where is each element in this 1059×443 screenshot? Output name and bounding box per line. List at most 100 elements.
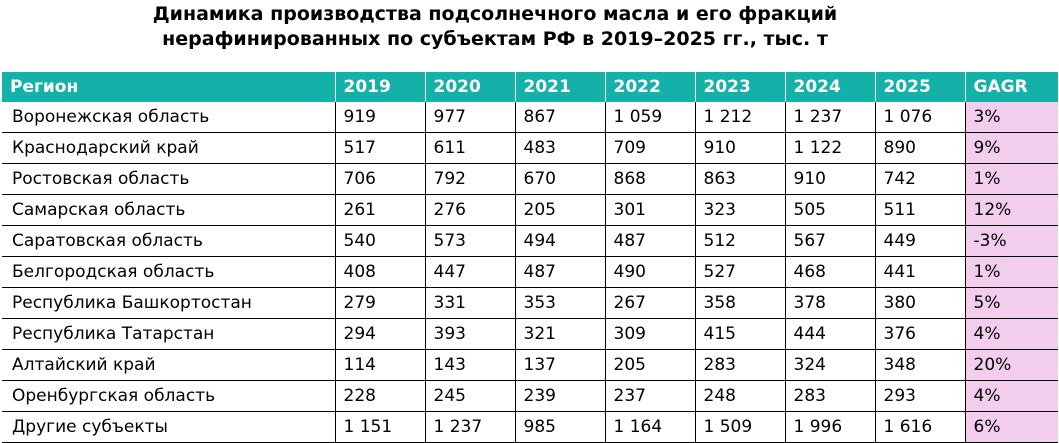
value-cell-2020: 393 — [425, 318, 516, 350]
value-cell-2024: 1 122 — [785, 132, 876, 164]
value-cell-2020: 611 — [425, 132, 516, 164]
value-cell-2025: 511 — [875, 194, 966, 226]
value-cell-2019: 408 — [335, 256, 426, 288]
value-cell-2023: 283 — [695, 349, 786, 381]
column-header-2025: 2025 — [875, 72, 966, 102]
value-cell-2020: 977 — [425, 102, 516, 133]
region-cell: Другие субъекты — [2, 411, 336, 443]
table-row: Оренбургская область 228 245 239 237 248 283 29… — [2, 380, 1058, 412]
value-cell-2019: 517 — [335, 132, 426, 164]
value-cell-2021: 353 — [515, 287, 606, 319]
table-body: Воронежская область 919 977 867 1 059 1 212 1 … — [2, 102, 1058, 443]
column-header-2023: 2023 — [695, 72, 786, 102]
gagr-cell: 1% — [965, 256, 1058, 288]
value-cell-2019: 540 — [335, 225, 426, 257]
table-row: Белгородская область 408 447 487 490 527 468 44… — [2, 256, 1058, 288]
value-cell-2020: 331 — [425, 287, 516, 319]
gagr-cell: 3% — [965, 102, 1058, 133]
gagr-cell: 12% — [965, 194, 1058, 226]
value-cell-2022: 237 — [605, 380, 696, 412]
value-cell-2021: 494 — [515, 225, 606, 257]
table-row: Алтайский край 114 143 137 205 283 324 348 20% — [2, 349, 1058, 381]
region-cell: Ростовская область — [2, 163, 336, 195]
value-cell-2024: 505 — [785, 194, 876, 226]
value-cell-2023: 323 — [695, 194, 786, 226]
value-cell-2025: 380 — [875, 287, 966, 319]
value-cell-2019: 114 — [335, 349, 426, 381]
table-header-row: Регион 2019 2020 2021 2022 2023 2024 2025 GAGR — [2, 72, 1058, 102]
value-cell-2024: 444 — [785, 318, 876, 350]
value-cell-2022: 709 — [605, 132, 696, 164]
data-table: Регион 2019 2020 2021 2022 2023 2024 2025 GAGR В… — [2, 72, 1058, 443]
value-cell-2021: 321 — [515, 318, 606, 350]
region-cell: Алтайский край — [2, 349, 336, 381]
region-cell: Белгородская область — [2, 256, 336, 288]
value-cell-2020: 447 — [425, 256, 516, 288]
value-cell-2024: 1 996 — [785, 411, 876, 443]
value-cell-2021: 239 — [515, 380, 606, 412]
gagr-cell: 6% — [965, 411, 1058, 443]
value-cell-2024: 468 — [785, 256, 876, 288]
chart-title-block: Динамика производства подсолнечного масл… — [0, 2, 990, 52]
value-cell-2021: 867 — [515, 102, 606, 133]
table-row: Самарская область 261 276 205 301 323 505 511 12… — [2, 194, 1058, 226]
region-cell: Самарская область — [2, 194, 336, 226]
region-cell: Воронежская область — [2, 102, 336, 133]
value-cell-2023: 1 509 — [695, 411, 786, 443]
value-cell-2024: 567 — [785, 225, 876, 257]
value-cell-2024: 910 — [785, 163, 876, 195]
value-cell-2020: 1 237 — [425, 411, 516, 443]
value-cell-2022: 490 — [605, 256, 696, 288]
gagr-cell: 20% — [965, 349, 1058, 381]
column-header-2021: 2021 — [515, 72, 606, 102]
value-cell-2023: 910 — [695, 132, 786, 164]
value-cell-2025: 348 — [875, 349, 966, 381]
value-cell-2019: 294 — [335, 318, 426, 350]
value-cell-2022: 205 — [605, 349, 696, 381]
value-cell-2019: 1 151 — [335, 411, 426, 443]
value-cell-2022: 309 — [605, 318, 696, 350]
table-row: Саратовская область 540 573 494 487 512 567 449… — [2, 225, 1058, 257]
value-cell-2021: 205 — [515, 194, 606, 226]
value-cell-2023: 527 — [695, 256, 786, 288]
value-cell-2025: 1 616 — [875, 411, 966, 443]
value-cell-2022: 1 059 — [605, 102, 696, 133]
column-header-2022: 2022 — [605, 72, 696, 102]
gagr-cell: 1% — [965, 163, 1058, 195]
value-cell-2021: 483 — [515, 132, 606, 164]
value-cell-2025: 376 — [875, 318, 966, 350]
table-row: Краснодарский край 517 611 483 709 910 1 122 89… — [2, 132, 1058, 164]
gagr-cell: 9% — [965, 132, 1058, 164]
value-cell-2019: 706 — [335, 163, 426, 195]
value-cell-2025: 1 076 — [875, 102, 966, 133]
value-cell-2022: 487 — [605, 225, 696, 257]
table-row: Республика Башкортостан 279 331 353 267 358 37… — [2, 287, 1058, 319]
column-header-2019: 2019 — [335, 72, 426, 102]
region-cell: Республика Башкортостан — [2, 287, 336, 319]
value-cell-2020: 143 — [425, 349, 516, 381]
gagr-cell: 5% — [965, 287, 1058, 319]
value-cell-2022: 1 164 — [605, 411, 696, 443]
gagr-cell: 4% — [965, 380, 1058, 412]
value-cell-2024: 283 — [785, 380, 876, 412]
value-cell-2023: 248 — [695, 380, 786, 412]
value-cell-2022: 267 — [605, 287, 696, 319]
value-cell-2022: 868 — [605, 163, 696, 195]
value-cell-2023: 863 — [695, 163, 786, 195]
value-cell-2020: 792 — [425, 163, 516, 195]
value-cell-2019: 261 — [335, 194, 426, 226]
value-cell-2021: 487 — [515, 256, 606, 288]
value-cell-2019: 279 — [335, 287, 426, 319]
value-cell-2025: 441 — [875, 256, 966, 288]
value-cell-2020: 276 — [425, 194, 516, 226]
value-cell-2025: 890 — [875, 132, 966, 164]
value-cell-2019: 919 — [335, 102, 426, 133]
value-cell-2021: 670 — [515, 163, 606, 195]
table-row: Республика Татарстан 294 393 321 309 415 444 37… — [2, 318, 1058, 350]
region-cell: Саратовская область — [2, 225, 336, 257]
chart-title-line-2: нерафинированных по субъектам РФ в 2019–… — [162, 28, 828, 50]
column-header-2024: 2024 — [785, 72, 876, 102]
value-cell-2022: 301 — [605, 194, 696, 226]
region-cell: Оренбургская область — [2, 380, 336, 412]
value-cell-2020: 245 — [425, 380, 516, 412]
